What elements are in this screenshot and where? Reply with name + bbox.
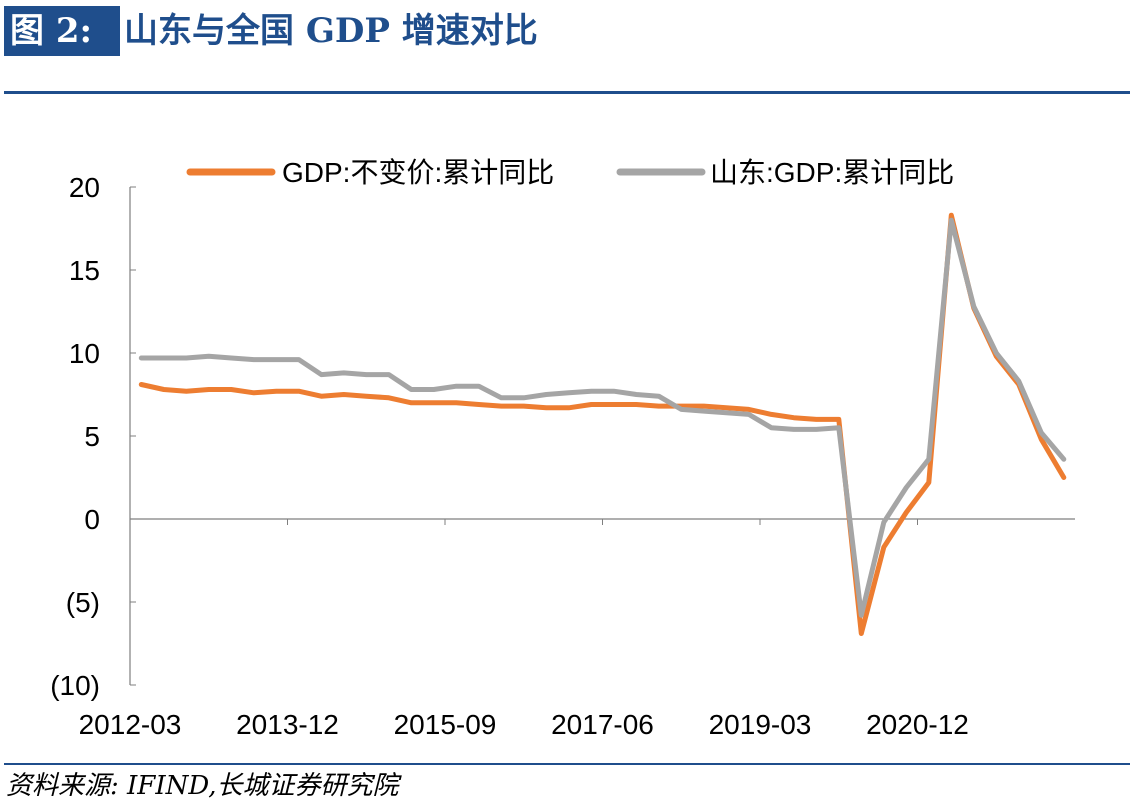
series-line-shandong — [138, 217, 1067, 618]
y-tick-label: (10) — [50, 670, 100, 701]
x-tick-label: 2019-03 — [709, 709, 812, 740]
y-tick-label: 0 — [84, 504, 100, 535]
header-rule — [4, 91, 1130, 94]
x-tick-label: 2013-12 — [236, 709, 339, 740]
y-tick-label: 10 — [69, 338, 100, 369]
chart-legend: GDP:不变价:累计同比 山东:GDP:累计同比 — [186, 157, 954, 188]
header: 图 2: 山东与全国 GDP 增速对比 — [0, 0, 1134, 92]
y-tick-label: (5) — [66, 587, 100, 618]
y-tick-label: 20 — [69, 172, 100, 203]
x-tick-label: 2017-06 — [551, 709, 654, 740]
source-note: 资料来源: IFIND,长城证券研究院 — [6, 771, 399, 801]
chart-title: 山东与全国 GDP 增速对比 — [124, 11, 538, 51]
x-tick-label: 2012-03 — [79, 709, 182, 740]
legend-label: 山东:GDP:累计同比 — [710, 157, 954, 188]
x-tick-label: 2020-12 — [866, 709, 969, 740]
y-tick-label: 5 — [84, 421, 100, 452]
series-layer — [138, 212, 1067, 636]
footer-rule — [4, 763, 1130, 765]
figure-label: 图 2: — [4, 6, 120, 56]
x-tick-label: 2015-09 — [394, 709, 497, 740]
line-chart: 20 15 10 5 0 (5) (10) 2012-03 2013-12 2015-09 2017… — [50, 157, 1075, 740]
y-tick-label: 15 — [69, 255, 100, 286]
legend-label: GDP:不变价:累计同比 — [282, 157, 554, 188]
chart-axes: 20 15 10 5 0 (5) (10) 2012-03 2013-12 2015-09 2017… — [50, 172, 1075, 740]
series-line-national — [138, 212, 1067, 636]
